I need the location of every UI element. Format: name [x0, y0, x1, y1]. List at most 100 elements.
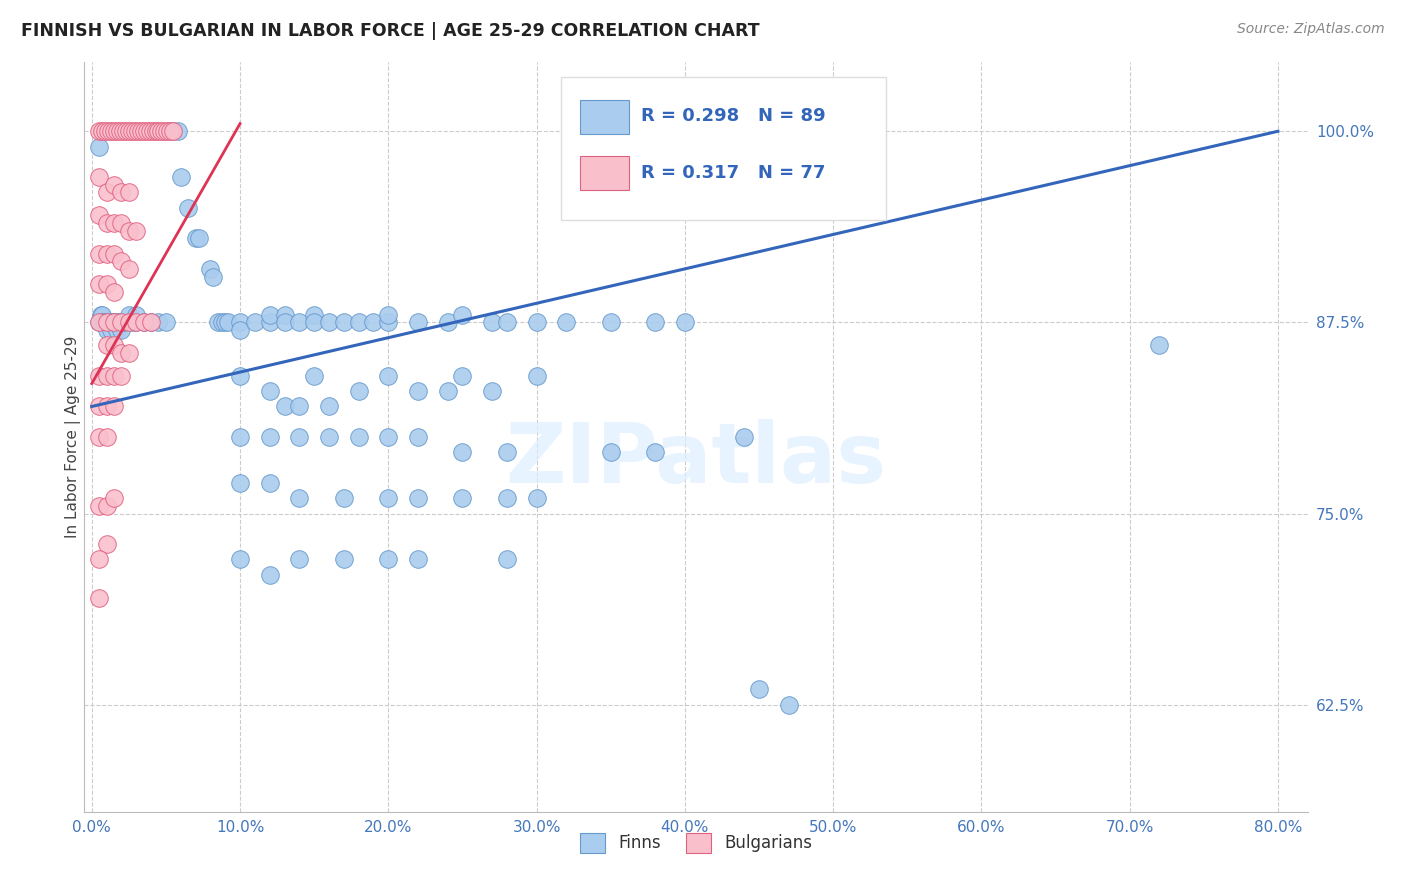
Point	[451, 368, 474, 383]
Point	[259, 475, 281, 490]
Point	[217, 315, 239, 329]
Point	[406, 430, 429, 444]
Point	[89, 499, 111, 513]
Point	[96, 499, 118, 513]
Text: ZIPatlas: ZIPatlas	[506, 419, 886, 500]
Point	[526, 368, 548, 383]
Point	[97, 124, 120, 138]
FancyBboxPatch shape	[579, 100, 628, 134]
Point	[496, 491, 519, 506]
Point	[96, 400, 118, 414]
Point	[496, 315, 519, 329]
Point	[132, 315, 155, 329]
Point	[108, 124, 131, 138]
Point	[121, 124, 143, 138]
Point	[347, 384, 370, 399]
Point	[96, 368, 118, 383]
Point	[406, 491, 429, 506]
Point	[288, 315, 311, 329]
Point	[177, 201, 200, 215]
Point	[481, 384, 503, 399]
Point	[89, 368, 111, 383]
Point	[103, 315, 125, 329]
Point	[318, 315, 340, 329]
Text: FINNISH VS BULGARIAN IN LABOR FORCE | AGE 25-29 CORRELATION CHART: FINNISH VS BULGARIAN IN LABOR FORCE | AG…	[21, 22, 759, 40]
Point	[110, 346, 132, 360]
Point	[451, 308, 474, 322]
Point	[229, 368, 252, 383]
Point	[302, 308, 325, 322]
Point	[118, 308, 141, 322]
Point	[89, 315, 111, 329]
Point	[103, 285, 125, 299]
Point	[103, 216, 125, 230]
Point	[148, 315, 170, 329]
Point	[105, 323, 128, 337]
Point	[156, 124, 179, 138]
Point	[202, 269, 225, 284]
Point	[91, 124, 114, 138]
Y-axis label: In Labor Force | Age 25-29: In Labor Force | Age 25-29	[65, 336, 82, 538]
Point	[377, 552, 399, 566]
Point	[129, 124, 152, 138]
Point	[96, 315, 118, 329]
Point	[377, 368, 399, 383]
Point	[733, 430, 755, 444]
Point	[778, 698, 800, 712]
Point	[132, 315, 155, 329]
Point	[166, 124, 188, 138]
Point	[96, 277, 118, 292]
Point	[110, 254, 132, 268]
Point	[214, 315, 236, 329]
Point	[118, 124, 141, 138]
Point	[673, 315, 696, 329]
Point	[89, 124, 111, 138]
Text: R = 0.298   N = 89: R = 0.298 N = 89	[641, 107, 825, 126]
Point	[89, 430, 111, 444]
Point	[110, 216, 132, 230]
Point	[436, 315, 458, 329]
Point	[259, 315, 281, 329]
Point	[96, 246, 118, 260]
FancyBboxPatch shape	[561, 78, 886, 219]
Point	[139, 315, 162, 329]
Point	[229, 475, 252, 490]
Point	[288, 430, 311, 444]
Point	[96, 216, 118, 230]
Point	[436, 384, 458, 399]
Point	[406, 552, 429, 566]
Point	[132, 124, 155, 138]
Point	[347, 315, 370, 329]
Point	[115, 124, 138, 138]
Point	[103, 246, 125, 260]
Point	[96, 430, 118, 444]
Point	[406, 315, 429, 329]
Point	[187, 231, 209, 245]
Point	[103, 368, 125, 383]
Point	[333, 552, 356, 566]
Point	[333, 315, 356, 329]
Point	[118, 186, 141, 200]
Point	[110, 315, 132, 329]
Point	[110, 368, 132, 383]
Point	[139, 315, 162, 329]
Point	[96, 338, 118, 352]
Point	[89, 208, 111, 222]
Point	[363, 315, 385, 329]
Point	[105, 124, 128, 138]
Point	[127, 124, 149, 138]
Point	[259, 308, 281, 322]
Point	[302, 315, 325, 329]
Point	[108, 315, 131, 329]
Point	[318, 430, 340, 444]
Point	[118, 315, 141, 329]
Point	[526, 491, 548, 506]
Point	[100, 124, 122, 138]
Point	[748, 682, 770, 697]
Point	[96, 315, 118, 329]
Point	[526, 315, 548, 329]
Point	[207, 315, 229, 329]
Point	[211, 315, 233, 329]
Point	[96, 186, 118, 200]
Point	[103, 491, 125, 506]
